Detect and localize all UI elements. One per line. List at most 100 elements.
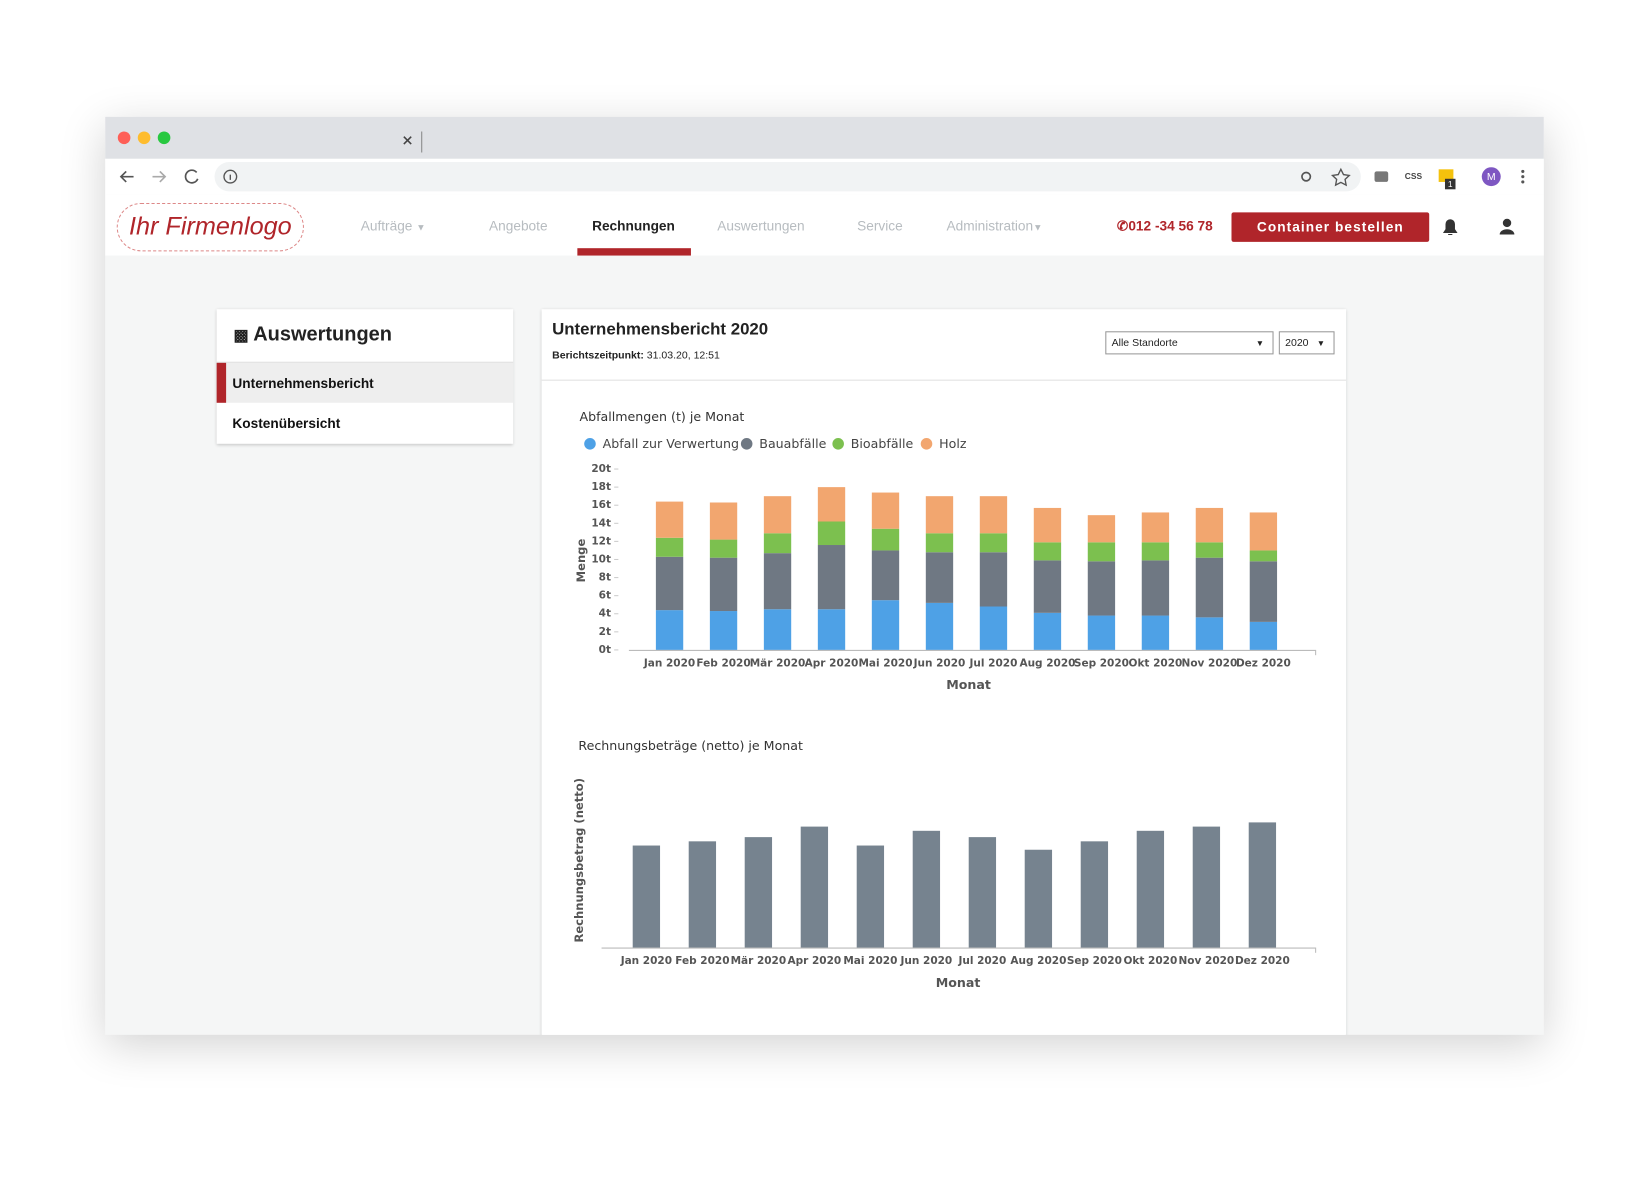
bar-segment <box>817 609 846 650</box>
legend-swatch <box>920 438 933 450</box>
tab-close[interactable] <box>403 136 412 145</box>
badge: 1 <box>1448 179 1453 189</box>
phone-number: 012 -34 56 78 <box>1128 217 1213 234</box>
y-tick-label: 10t <box>591 553 611 565</box>
bar-segment <box>709 611 738 650</box>
bar-segment <box>1087 542 1116 562</box>
bar-segment <box>763 609 792 650</box>
x-tick-label: Jul 2020 <box>957 955 1006 967</box>
x-tick-label: Jan 2020 <box>620 955 672 967</box>
chart-title: Rechnungsbeträge (netto) je Monat <box>578 738 803 753</box>
nav-item[interactable]: Angebote <box>489 217 548 234</box>
y-tick-label: 16t <box>591 499 611 511</box>
x-tick-label: Mai 2020 <box>843 955 897 967</box>
timestamp-value: 31.03.20, 12:51 <box>646 350 720 362</box>
y-tick-label: 6t <box>599 590 611 602</box>
sidebar-item-label: Unternehmensbericht <box>232 375 374 392</box>
chart-title: Abfallmengen (t) je Monat <box>579 409 744 424</box>
phone[interactable]: ✆012 -34 56 78 <box>1116 217 1213 234</box>
window-controls <box>117 131 423 153</box>
divider <box>541 379 1347 381</box>
nav-item-active[interactable]: Rechnungen <box>592 217 675 234</box>
legend-swatch <box>740 438 753 450</box>
bell-icon[interactable] <box>1442 219 1458 236</box>
nav-item[interactable]: Service <box>857 217 903 234</box>
bar <box>1248 822 1277 948</box>
x-tick-label: Jan 2020 <box>643 658 695 670</box>
bar <box>912 830 941 948</box>
x-tick-label: Apr 2020 <box>788 955 842 967</box>
nav-item[interactable]: Administration▼ <box>946 217 1043 234</box>
bar-segment <box>655 537 684 557</box>
bar-segment <box>1141 542 1170 561</box>
bar-segment <box>1033 612 1062 650</box>
sidebar-title: ▩ Auswertungen <box>233 323 392 346</box>
info-icon <box>223 169 238 184</box>
nav-item[interactable]: Aufträge ▼ <box>360 217 426 234</box>
badge-bg <box>1444 178 1456 190</box>
y-tick-label: 4t <box>599 608 611 620</box>
bar <box>1192 826 1221 948</box>
bar-segment <box>979 533 1008 553</box>
avatar-letter: M <box>1487 171 1496 183</box>
legend-label: Holz <box>939 436 967 451</box>
x-axis-label: Monat <box>946 677 991 692</box>
logo[interactable]: Ihr Firmenlogo <box>116 202 304 252</box>
bar-segment <box>709 502 738 540</box>
user-body[interactable] <box>1499 229 1515 235</box>
sidebar-item-active[interactable]: Unternehmensbericht <box>216 361 514 403</box>
x-axis-label: Monat <box>936 975 981 990</box>
bar-segment <box>1249 512 1278 551</box>
timestamp-label: Berichtszeitpunkt: <box>552 350 644 362</box>
y-tick-label: 14t <box>591 517 611 529</box>
legend-swatch <box>832 438 844 450</box>
bar-segment <box>871 528 900 551</box>
y-axis-label: Menge <box>574 539 588 583</box>
legend-swatch <box>584 438 596 450</box>
x-tick-label: Sep 2020 <box>1067 955 1122 967</box>
close-dot[interactable] <box>117 131 131 145</box>
sidebar-item[interactable]: Kostenübersicht <box>232 415 341 432</box>
report-timestamp: Berichtszeitpunkt: 31.03.20, 12:51 <box>552 350 720 362</box>
y-tick-label: 12t <box>591 535 611 547</box>
bar-segment <box>1195 557 1224 618</box>
x-tick-label: Feb 2020 <box>696 658 750 670</box>
key-icon[interactable] <box>1301 171 1312 182</box>
y-tick-label: 8t <box>599 572 611 584</box>
x-tick-label: Jun 2020 <box>900 955 953 967</box>
bar-segment <box>763 496 792 534</box>
bar-segment <box>655 501 684 538</box>
minimize-dot[interactable] <box>137 131 151 145</box>
active-indicator <box>577 248 691 256</box>
bar-segment <box>979 496 1008 534</box>
menu-icon[interactable] <box>1521 169 1525 184</box>
toolbar-icons: CSS 1 M <box>1301 167 1525 190</box>
x-tick-label: Mär 2020 <box>750 658 806 670</box>
bar <box>744 837 773 948</box>
camera-icon[interactable] <box>1374 171 1389 182</box>
star-icon[interactable] <box>1330 167 1351 187</box>
x-tick-label: Okt 2020 <box>1129 658 1183 670</box>
x-tick-label: Jun 2020 <box>913 658 966 670</box>
nav-buttons <box>119 169 199 184</box>
maximize-dot[interactable] <box>157 131 171 145</box>
nav-item[interactable]: Auswertungen <box>717 217 805 234</box>
bar-segment <box>1141 615 1170 650</box>
bar-segment <box>817 487 846 522</box>
bar <box>800 826 829 948</box>
y-axis-label: Rechnungsbetrag (netto) <box>572 778 586 943</box>
reload-button[interactable] <box>184 169 199 184</box>
cta-button[interactable]: Container bestellen <box>1231 212 1430 242</box>
forward-button[interactable] <box>152 170 167 183</box>
user-head[interactable] <box>1502 218 1512 228</box>
bar-segment <box>817 545 846 610</box>
year-select[interactable]: 2020 ▼ <box>1278 331 1335 355</box>
location-select[interactable]: Alle Standorte ▼ <box>1105 331 1274 355</box>
bar-segment <box>1195 617 1224 650</box>
omnibox[interactable] <box>214 161 1361 192</box>
css-icon[interactable]: CSS <box>1405 171 1423 181</box>
active-marker <box>216 362 227 403</box>
avatar[interactable] <box>1481 167 1501 187</box>
back-button[interactable] <box>119 170 134 183</box>
bar-segment <box>925 552 954 603</box>
